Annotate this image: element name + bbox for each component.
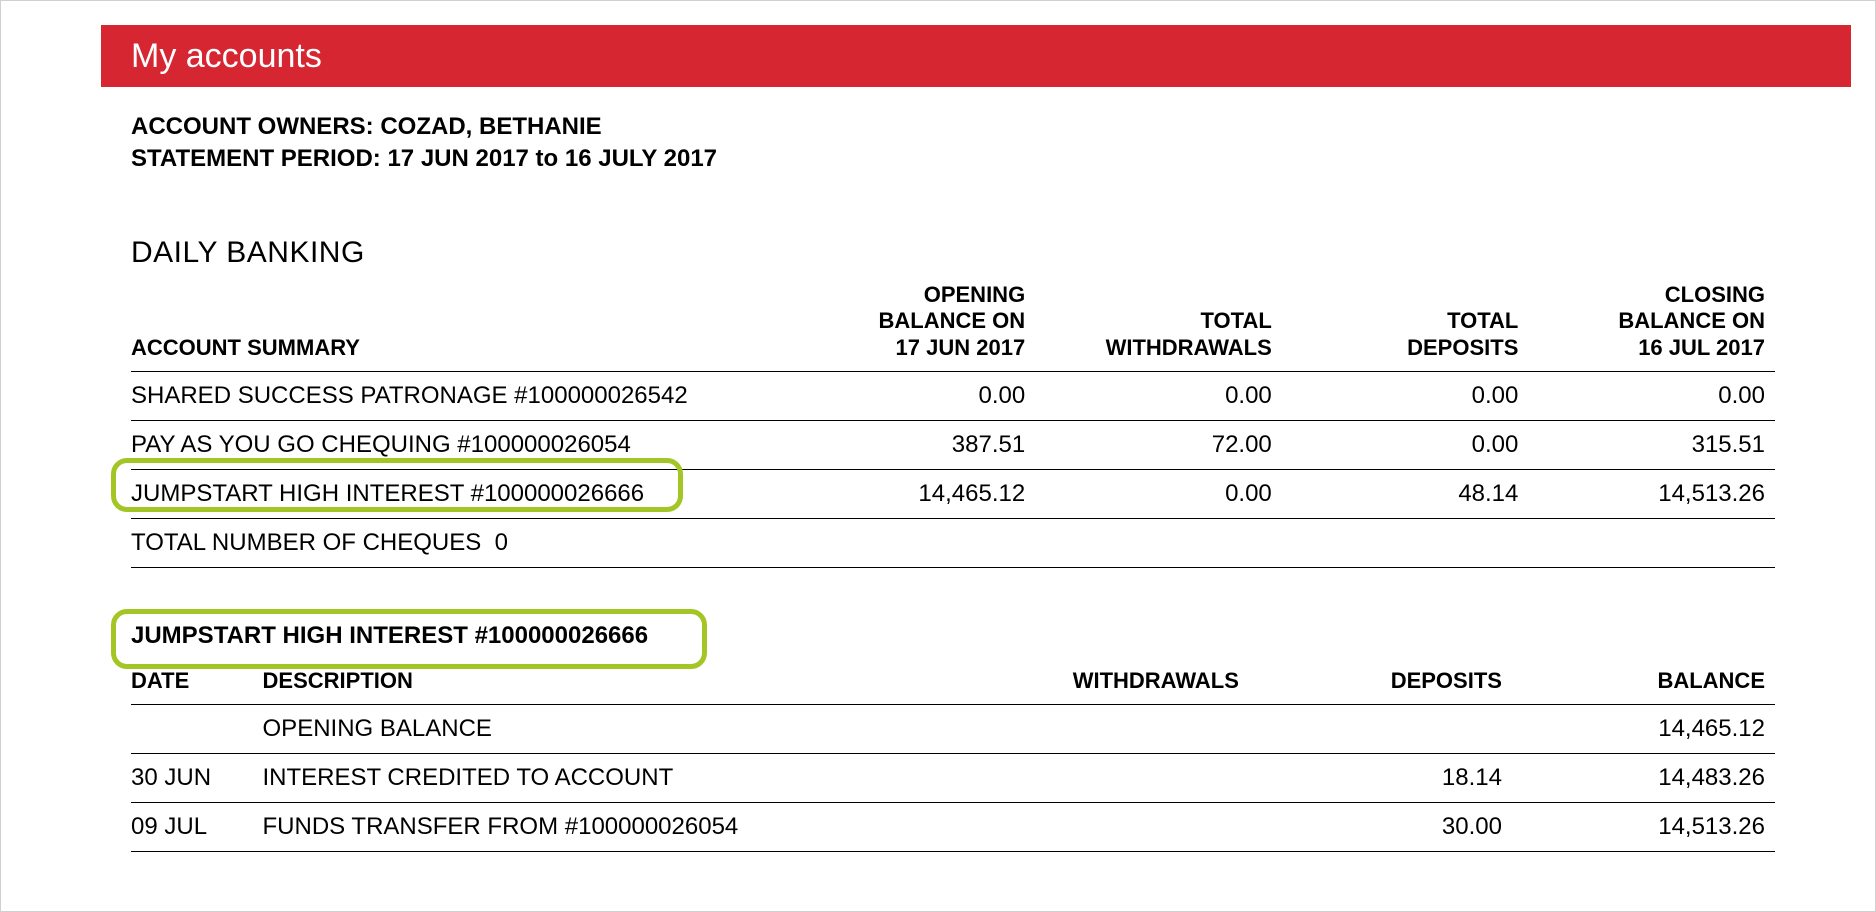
txn-balance: 14,483.26 xyxy=(1512,753,1775,802)
txn-deposits xyxy=(1249,704,1512,753)
period-value: 17 JUN 2017 to 16 JULY 2017 xyxy=(387,145,717,172)
col-opening: OPENINGBALANCE ON17 JUN 2017 xyxy=(789,276,1036,372)
txn-description: FUNDS TRANSFER FROM #100000026054 xyxy=(263,802,986,851)
col-balance: BALANCE xyxy=(1512,660,1775,705)
owners-label: ACCOUNT OWNERS: xyxy=(131,113,374,140)
account-detail-table: DATE DESCRIPTION WITHDRAWALS DEPOSITS BA… xyxy=(131,660,1775,852)
account-detail-section: JUMPSTART HIGH INTEREST #100000026666 DA… xyxy=(131,622,1775,852)
summary-row: SHARED SUCCESS PATRONAGE #1000000265420.… xyxy=(131,371,1775,420)
summary-header-row: ACCOUNT SUMMARY OPENINGBALANCE ON17 JUN … xyxy=(131,276,1775,372)
detail-row: 09 JULFUNDS TRANSFER FROM #100000026054 3… xyxy=(131,802,1775,851)
owners-value: COZAD, BETHANIE xyxy=(380,113,601,140)
col-withdrawals: TOTALWITHDRAWALS xyxy=(1035,276,1282,372)
account-name: SHARED SUCCESS PATRONAGE #100000026542 xyxy=(131,371,789,420)
page-title: My accounts xyxy=(131,37,322,76)
col-date: DATE xyxy=(131,660,263,705)
account-name: JUMPSTART HIGH INTEREST #100000026666 xyxy=(131,469,789,518)
summary-row: JUMPSTART HIGH INTEREST #10000002666614,… xyxy=(131,469,1775,518)
txn-description: INTEREST CREDITED TO ACCOUNT xyxy=(263,753,986,802)
total-deposits: 0.00 xyxy=(1282,420,1529,469)
detail-row: 30 JUNINTEREST CREDITED TO ACCOUNT 18.141… xyxy=(131,753,1775,802)
summary-tbody: SHARED SUCCESS PATRONAGE #1000000265420.… xyxy=(131,371,1775,567)
detail-tbody: OPENING BALANCE14,465.1230 JUNINTEREST C… xyxy=(131,704,1775,851)
detail-row: OPENING BALANCE 14,465.12 xyxy=(131,704,1775,753)
col-withdrawals: WITHDRAWALS xyxy=(986,660,1249,705)
txn-deposits: 30.00 xyxy=(1249,802,1512,851)
statement-page: My accounts ACCOUNT OWNERS: COZAD, BETHA… xyxy=(0,0,1876,912)
col-closing: CLOSINGBALANCE ON16 JUL 2017 xyxy=(1528,276,1775,372)
daily-banking-title: DAILY BANKING xyxy=(131,236,1775,270)
summary-subheader: ACCOUNT SUMMARY xyxy=(131,276,789,372)
txn-date: 30 JUN xyxy=(131,753,263,802)
txn-balance: 14,513.26 xyxy=(1512,802,1775,851)
account-name: PAY AS YOU GO CHEQUING #100000026054 xyxy=(131,420,789,469)
closing-balance: 315.51 xyxy=(1528,420,1775,469)
cheques-row: TOTAL NUMBER OF CHEQUES 0 xyxy=(131,518,1775,567)
statement-period-line: STATEMENT PERIOD: 17 JUN 2017 to 16 JULY… xyxy=(131,143,1875,175)
opening-balance: 387.51 xyxy=(789,420,1036,469)
detail-header-row: DATE DESCRIPTION WITHDRAWALS DEPOSITS BA… xyxy=(131,660,1775,705)
opening-balance: 14,465.12 xyxy=(789,469,1036,518)
txn-description: OPENING BALANCE xyxy=(263,704,986,753)
col-description: DESCRIPTION xyxy=(263,660,986,705)
txn-deposits: 18.14 xyxy=(1249,753,1512,802)
account-owners-line: ACCOUNT OWNERS: COZAD, BETHANIE xyxy=(131,111,1875,143)
col-deposits: TOTALDEPOSITS xyxy=(1282,276,1529,372)
account-summary-table: ACCOUNT SUMMARY OPENINGBALANCE ON17 JUN … xyxy=(131,276,1775,568)
account-summary-section: DAILY BANKING ACCOUNT SUMMARY OPENINGBAL… xyxy=(131,236,1775,568)
opening-balance: 0.00 xyxy=(789,371,1036,420)
txn-date xyxy=(131,704,263,753)
summary-row: PAY AS YOU GO CHEQUING #100000026054387.… xyxy=(131,420,1775,469)
col-deposits: DEPOSITS xyxy=(1249,660,1512,705)
page-banner: My accounts xyxy=(101,25,1851,87)
total-withdrawals: 72.00 xyxy=(1035,420,1282,469)
txn-withdrawals xyxy=(986,704,1249,753)
txn-withdrawals xyxy=(986,753,1249,802)
total-deposits: 0.00 xyxy=(1282,371,1529,420)
txn-date: 09 JUL xyxy=(131,802,263,851)
total-withdrawals: 0.00 xyxy=(1035,371,1282,420)
closing-balance: 0.00 xyxy=(1528,371,1775,420)
cheques-cell: TOTAL NUMBER OF CHEQUES 0 xyxy=(131,518,1775,567)
total-withdrawals: 0.00 xyxy=(1035,469,1282,518)
total-deposits: 48.14 xyxy=(1282,469,1529,518)
period-label: STATEMENT PERIOD: xyxy=(131,145,381,172)
detail-account-title: JUMPSTART HIGH INTEREST #100000026666 xyxy=(131,622,1775,650)
closing-balance: 14,513.26 xyxy=(1528,469,1775,518)
txn-withdrawals xyxy=(986,802,1249,851)
statement-meta: ACCOUNT OWNERS: COZAD, BETHANIE STATEMEN… xyxy=(131,111,1875,176)
txn-balance: 14,465.12 xyxy=(1512,704,1775,753)
